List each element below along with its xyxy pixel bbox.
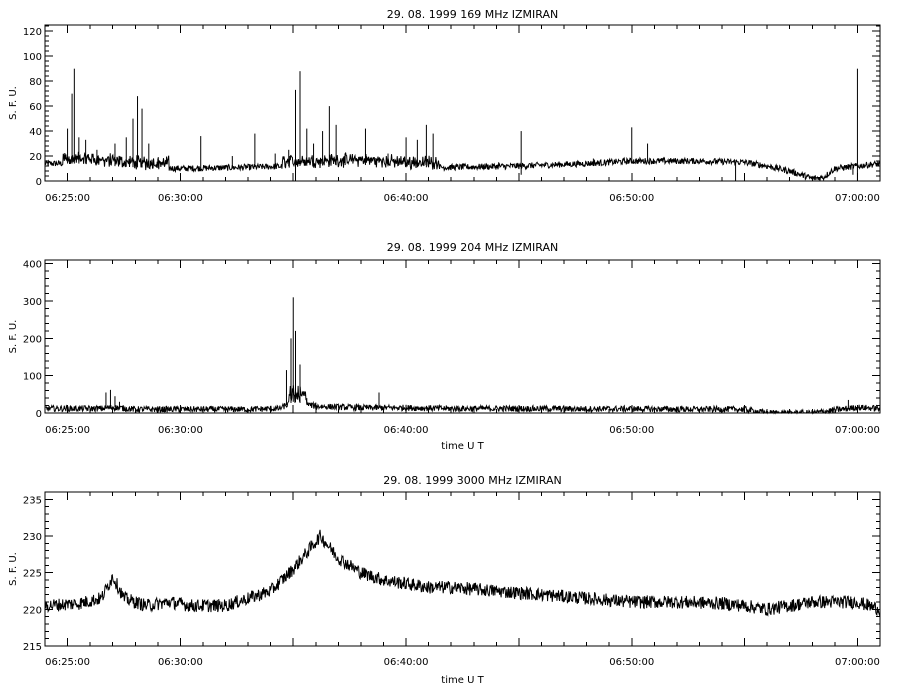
x-tick-label: 06:50:00: [609, 425, 654, 436]
y-tick-label: 220: [23, 605, 42, 616]
y-tick-label: 235: [23, 495, 42, 506]
chart-title: 29. 08. 1999 169 MHz IZMIRAN: [387, 8, 558, 21]
series-line: [44, 151, 881, 182]
y-tick-label: 300: [23, 297, 42, 308]
series-line: [44, 529, 881, 618]
x-tick-label: 07:00:00: [835, 425, 880, 436]
y-tick-label: 200: [23, 334, 42, 345]
x-tick-label: 06:40:00: [384, 657, 429, 668]
y-tick-label: 120: [23, 27, 42, 38]
plot-frame: [44, 24, 881, 182]
series-line: [44, 385, 881, 415]
x-tick-label: 06:50:00: [609, 657, 654, 668]
x-axis-label: time U T: [441, 441, 484, 452]
y-axis-label: S. F. U.: [8, 86, 19, 120]
chart-panel-3: 29. 08. 1999 3000 MHz IZMIRAN S. F. U. 06:…: [8, 474, 881, 686]
y-tick-label: 230: [23, 532, 42, 543]
y-tick-label: 100: [23, 52, 42, 63]
plot-frame: [44, 491, 881, 647]
y-tick-label: 80: [29, 77, 42, 88]
x-tick-label: 06:50:00: [609, 193, 654, 204]
y-tick-label: 400: [23, 260, 42, 271]
chart-title: 29. 08. 1999 204 MHz IZMIRAN: [387, 241, 558, 254]
y-tick-label: 20: [29, 152, 42, 163]
y-tick-label: 60: [29, 102, 42, 113]
x-tick-label: 06:40:00: [384, 193, 429, 204]
y-tick-label: 215: [23, 642, 42, 653]
y-tick-label: 0: [36, 409, 42, 420]
y-axis-label: S. F. U.: [8, 320, 19, 354]
x-tick-label: 06:30:00: [158, 425, 203, 436]
x-tick-label: 07:00:00: [835, 193, 880, 204]
y-tick-label: 40: [29, 127, 42, 138]
chart-title: 29. 08. 1999 3000 MHz IZMIRAN: [383, 474, 561, 487]
y-tick-label: 0: [36, 177, 42, 188]
chart-panel-1: 29. 08. 1999 169 MHz IZMIRAN S. F. U. 06:2…: [8, 8, 881, 204]
x-tick-label: 06:25:00: [45, 657, 90, 668]
x-tick-label: 06:25:00: [45, 425, 90, 436]
x-axis-label: time U T: [441, 675, 484, 686]
y-tick-label: 225: [23, 569, 42, 580]
x-tick-label: 06:30:00: [158, 193, 203, 204]
x-tick-label: 07:00:00: [835, 657, 880, 668]
chart-panel-2: 29. 08. 1999 204 MHz IZMIRAN S. F. U. 06:2…: [8, 241, 881, 452]
x-tick-label: 06:30:00: [158, 657, 203, 668]
x-tick-label: 06:25:00: [45, 193, 90, 204]
y-tick-label: 100: [23, 372, 42, 383]
plot-frame: [44, 259, 881, 414]
y-axis-label: S. F. U.: [8, 552, 19, 586]
x-tick-label: 06:40:00: [384, 425, 429, 436]
